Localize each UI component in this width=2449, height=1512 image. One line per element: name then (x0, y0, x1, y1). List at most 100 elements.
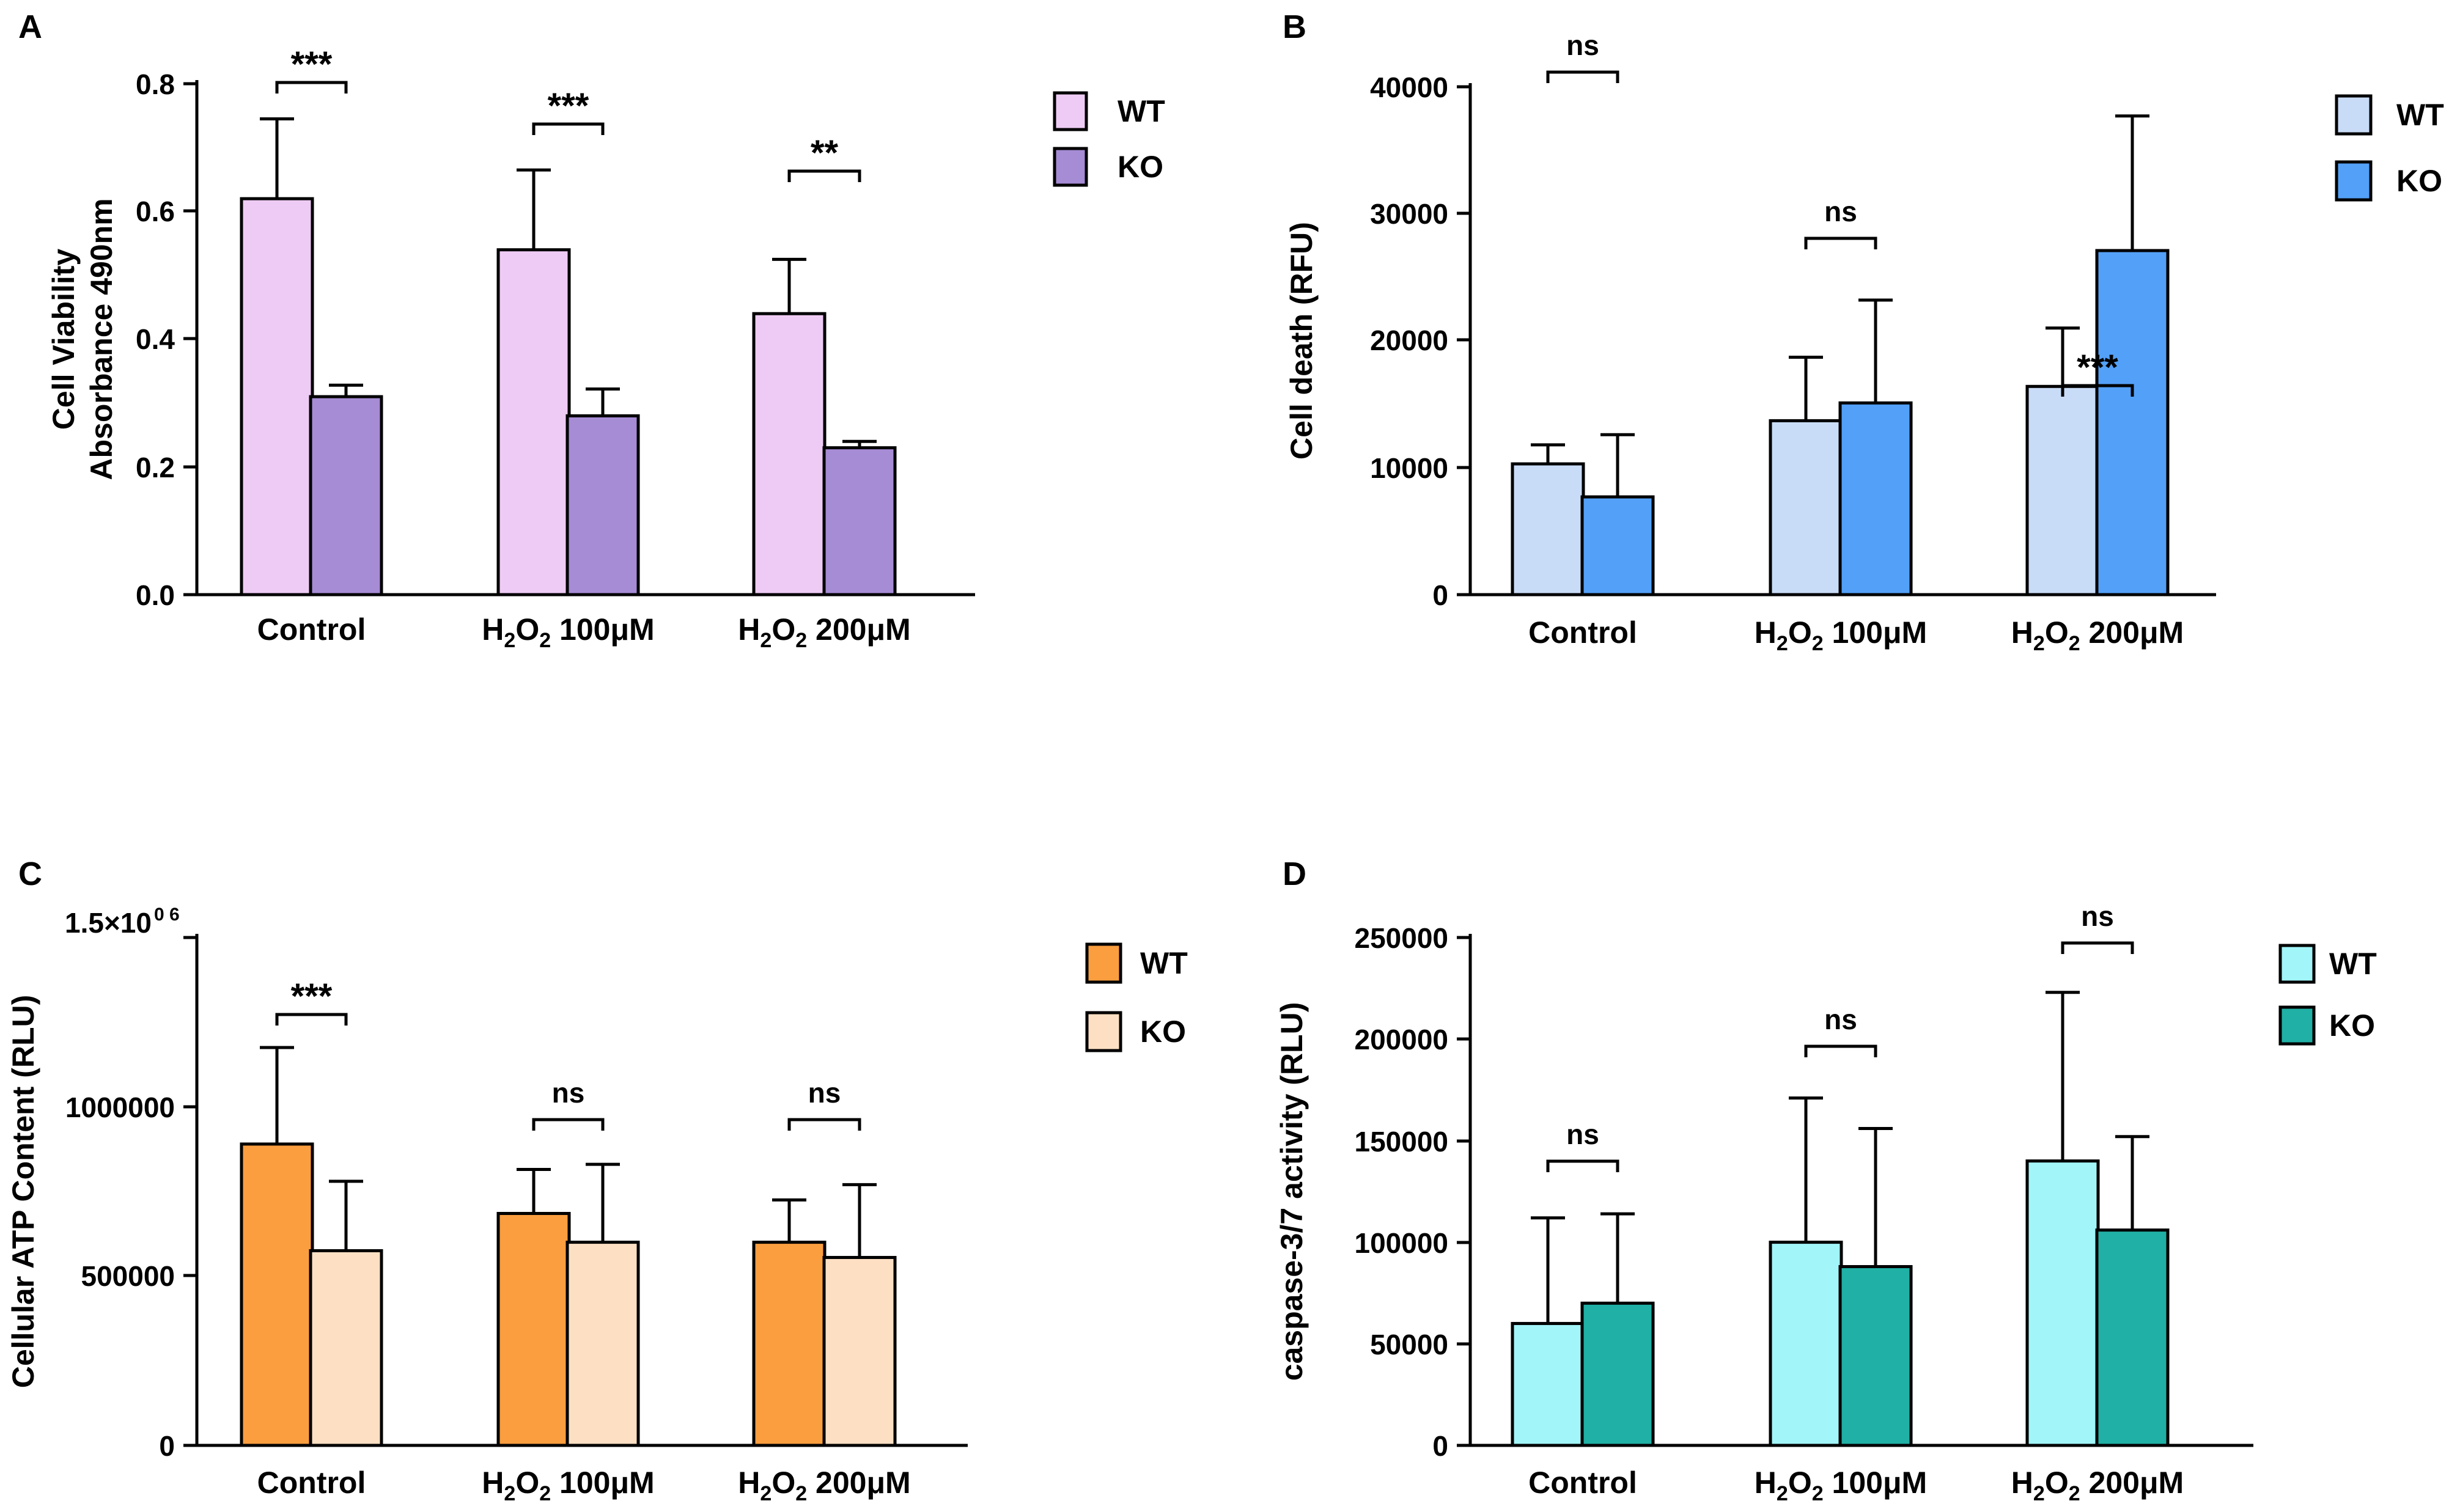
bar-ko (822, 446, 897, 596)
bar-ko (822, 1256, 897, 1447)
significance-bracket (1804, 237, 1877, 249)
x-category-label: H2O2 200μM (738, 612, 910, 652)
label-subscript: 2 (504, 629, 515, 652)
bar-wt (1769, 1241, 1843, 1447)
legend-label-ko: KO (2329, 1008, 2375, 1043)
label-mid: O (1788, 615, 1812, 650)
bar-wt (496, 1212, 571, 1447)
y-tick-label: 20000 (1370, 325, 1448, 356)
bar-wt (752, 312, 827, 596)
legend-swatch-wt (2278, 944, 2316, 984)
legend-label-ko: KO (1140, 1015, 1186, 1049)
significance-bracket (275, 81, 348, 94)
significance-bracket (787, 1118, 861, 1131)
panel-letter: B (1283, 9, 1306, 45)
significance-label: ns (552, 1077, 585, 1109)
significance-bracket (1546, 70, 1619, 83)
bar-wt (1769, 419, 1843, 596)
label-subscript: 2 (795, 1482, 807, 1505)
significance-label: ns (2081, 900, 2114, 932)
label-subscript: 2 (539, 1482, 551, 1505)
label-subscript: 2 (1812, 632, 1824, 655)
x-category-label: H2O2 200μM (2011, 1466, 2184, 1505)
bar-ko (309, 1249, 383, 1447)
label-main: H (738, 1466, 760, 1500)
y-tick-label: 0.8 (136, 68, 175, 100)
significance-label: *** (2077, 348, 2118, 387)
significance-label: ns (1566, 29, 1599, 61)
y-tick-label: 0.6 (136, 196, 175, 227)
y-tick-label: 0 (159, 1430, 175, 1462)
x-category-label: H2O2 100μM (482, 612, 654, 652)
panel-a: A Cell Viability Absorbance 490nm 0.0 0.2 0.4… (18, 9, 1165, 652)
legend-swatch-ko (1085, 1011, 1122, 1052)
significance-label: ns (1824, 1004, 1857, 1035)
bar-wt (2025, 1159, 2100, 1447)
label-subscript: 2 (2033, 632, 2045, 655)
label-tail: 100μM (1824, 615, 1928, 650)
label-subscript: 2 (1777, 1482, 1788, 1505)
label-subscript: 2 (795, 629, 807, 652)
bar-wt (752, 1241, 827, 1447)
legend-swatch-ko (2335, 160, 2373, 202)
x-category-label: Control (1528, 615, 1637, 650)
bar-ko (1838, 401, 1913, 596)
bar-ko (565, 414, 640, 596)
y-tick-label: 50000 (1370, 1329, 1448, 1360)
y-tick-label: 0 (1432, 579, 1448, 611)
significance-bracket (787, 169, 861, 182)
y-tick-label: 150000 (1355, 1126, 1449, 1158)
label-subscript: 2 (1777, 632, 1788, 655)
y-axis-label: Absorbance 490nm (84, 198, 119, 480)
significance-label: *** (291, 45, 333, 84)
y-axis-label: Cellular ATP Content (RLU) (6, 995, 40, 1389)
label-tail: 100μM (1824, 1466, 1928, 1500)
x-category-label: H2O2 100μM (1755, 615, 1927, 655)
significance-label: ** (811, 133, 839, 173)
label-mid: O (515, 612, 539, 647)
legend-label-wt: WT (2329, 947, 2377, 981)
bar-wt (496, 248, 571, 596)
legend-label-wt: WT (1140, 946, 1188, 980)
x-category-label: H2O2 200μM (2011, 615, 2184, 655)
y-tick-label: 40000 (1370, 72, 1448, 103)
significance-label: ns (1824, 196, 1857, 227)
bar-ko (1580, 495, 1655, 596)
legend-swatch-wt (1053, 91, 1088, 131)
significance-bracket (1804, 1044, 1877, 1057)
y-tick-label: 30000 (1370, 198, 1448, 230)
label-main: H (1755, 1466, 1777, 1500)
legend-label-wt: WT (2396, 98, 2444, 132)
x-category-label: H2O2 100μM (482, 1466, 654, 1505)
legend-swatch-wt (1085, 942, 1122, 984)
label-main: Control (1528, 1466, 1637, 1500)
y-tick-label: 500000 (81, 1260, 175, 1292)
label-tail: 200μM (807, 1466, 911, 1500)
label-main: H (2011, 615, 2033, 650)
bar-ko (1838, 1264, 1913, 1447)
label-main: Control (1528, 615, 1637, 650)
y-tick-label: 100000 (1355, 1227, 1449, 1259)
significance-label: *** (548, 86, 589, 126)
x-category-label: Control (257, 1466, 366, 1500)
y-tick-label: 0.4 (136, 323, 175, 355)
label-tail: 100μM (551, 1466, 655, 1500)
x-category-label: Control (257, 612, 366, 647)
bar-wt (2025, 384, 2100, 596)
label-main: H (738, 612, 760, 647)
y-tick-label: 10000 (1370, 452, 1448, 484)
y-tick-label-top: 1.5×10 0 6 (65, 905, 180, 939)
significance-bracket (2061, 384, 2134, 397)
legend-label-ko: KO (2396, 164, 2442, 198)
y-tick-label: 0 (1432, 1430, 1448, 1462)
label-main: H (2011, 1466, 2033, 1500)
bar-ko (309, 395, 383, 596)
bar-ko (2095, 249, 2170, 596)
label-subscript: 2 (2069, 632, 2080, 655)
label-subscript: 2 (504, 1482, 515, 1505)
y-tick-label: 250000 (1355, 922, 1449, 954)
significance-label: ns (1566, 1118, 1599, 1150)
y-tick-label: 200000 (1355, 1024, 1449, 1055)
